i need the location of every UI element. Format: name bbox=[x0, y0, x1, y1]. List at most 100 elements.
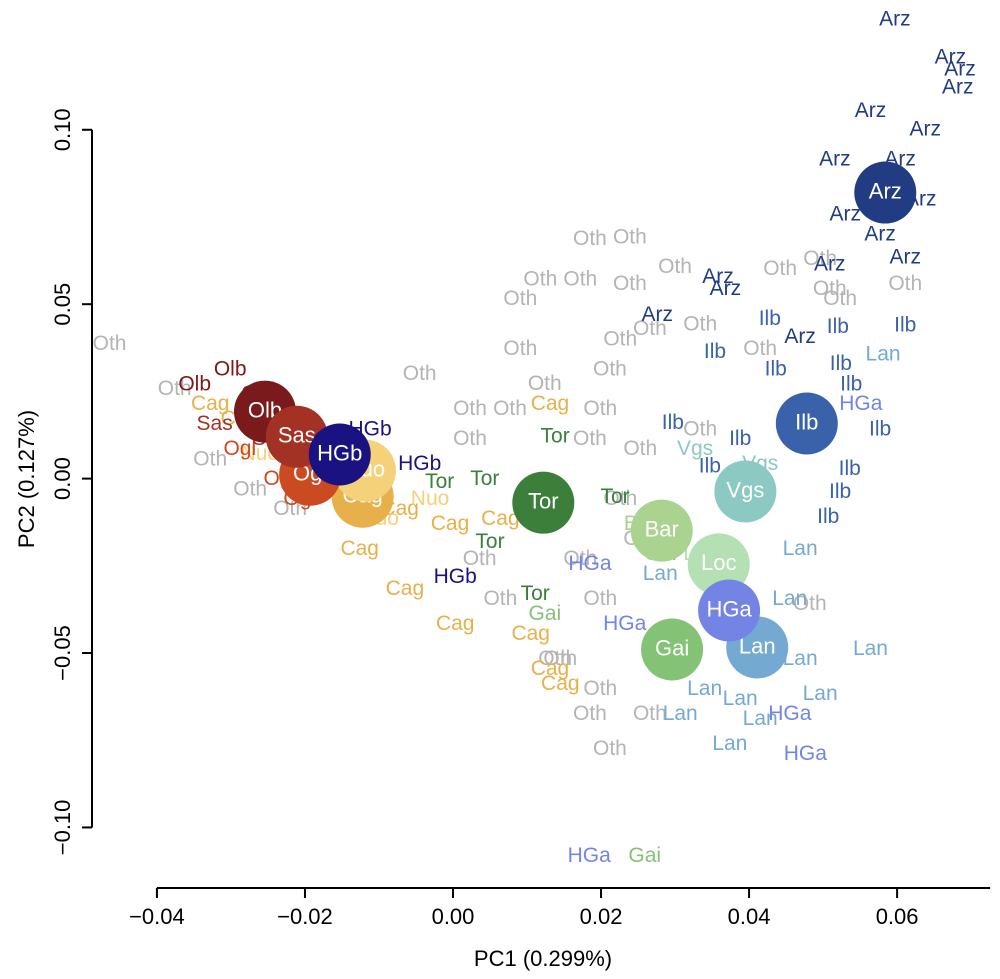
x-tick-label: 0.04 bbox=[728, 904, 771, 929]
centroid-label: Sas bbox=[278, 423, 316, 448]
point-label: Oth bbox=[193, 447, 227, 470]
point-label: Tor bbox=[521, 582, 550, 605]
point-label: Lan bbox=[803, 682, 838, 705]
point-label: Ilb bbox=[699, 454, 721, 477]
point-label: Oth bbox=[803, 247, 837, 270]
point-label: Lan bbox=[772, 587, 807, 610]
y-axis-label: PC2 (0.127%) bbox=[14, 410, 39, 548]
point-label: Oth bbox=[503, 337, 537, 360]
point-label: Oth bbox=[613, 225, 647, 248]
point-label: Lan bbox=[712, 732, 747, 755]
centroid-label: Ilb bbox=[795, 409, 818, 434]
centroid-label: Arz bbox=[869, 178, 902, 203]
point-label: Arz bbox=[879, 7, 911, 30]
centroid-label: Tor bbox=[528, 488, 559, 513]
y-tick-label: 0.10 bbox=[50, 108, 75, 151]
point-label: Ilb bbox=[840, 372, 862, 395]
point-label: Oth bbox=[683, 312, 717, 335]
y-tick-label: −0.05 bbox=[50, 625, 75, 681]
point-label: Tor bbox=[541, 424, 570, 447]
centroid-label: Vgs bbox=[726, 477, 764, 502]
point-label: Arz bbox=[702, 265, 734, 288]
point-label: Cag bbox=[531, 657, 570, 680]
point-label: Oth bbox=[538, 647, 572, 670]
point-label: Oth bbox=[583, 677, 617, 700]
point-label: Vgs bbox=[677, 437, 713, 460]
point-label: Cag bbox=[531, 392, 570, 415]
x-tick-label: 0.00 bbox=[432, 904, 475, 929]
point-label: Oth bbox=[613, 272, 647, 295]
point-label: Oth bbox=[763, 257, 797, 280]
point-label: Arz bbox=[830, 202, 862, 225]
point-label: Tor bbox=[425, 470, 454, 493]
point-label: Oth bbox=[563, 267, 597, 290]
point-label: Ilb bbox=[830, 352, 852, 375]
point-label: HGa bbox=[568, 844, 612, 867]
point-label: Arz bbox=[784, 325, 816, 348]
y-tick-label: −0.10 bbox=[50, 800, 75, 856]
point-label: Cag bbox=[340, 537, 379, 560]
point-label: Oth bbox=[573, 702, 607, 725]
point-label: Ilb bbox=[662, 411, 684, 434]
point-label: Cag bbox=[191, 392, 230, 415]
point-label: Arz bbox=[944, 57, 976, 80]
point-label: Nuo bbox=[411, 487, 450, 510]
point-label: Cag bbox=[386, 577, 425, 600]
point-label: Sas bbox=[197, 412, 233, 435]
point-label: Oth bbox=[573, 227, 607, 250]
point-label: Ilb bbox=[817, 505, 839, 528]
point-label: Ilb bbox=[827, 315, 849, 338]
point-label: Oth bbox=[493, 397, 527, 420]
point-label: Oth bbox=[583, 587, 617, 610]
point-label: Oth bbox=[823, 287, 857, 310]
point-label: Gai bbox=[528, 602, 561, 625]
point-label: Cag bbox=[436, 612, 475, 635]
point-label: Oth bbox=[603, 487, 637, 510]
point-label: Oth bbox=[573, 427, 607, 450]
point-label: HGa bbox=[768, 702, 812, 725]
point-label: Lan bbox=[663, 702, 698, 725]
point-label: Lan bbox=[783, 647, 818, 670]
point-label: Arz bbox=[935, 45, 967, 68]
x-tick-label: 0.06 bbox=[876, 904, 919, 929]
point-label: Oth bbox=[93, 332, 127, 355]
point-label: Arz bbox=[642, 303, 674, 326]
point-label: Oth bbox=[233, 477, 267, 500]
point-label: Arz bbox=[710, 277, 742, 300]
point-label: Ilb bbox=[894, 313, 916, 336]
centroid bbox=[775, 392, 838, 455]
x-axis-label: PC1 (0.299%) bbox=[474, 946, 612, 971]
point-label: Cag bbox=[511, 622, 550, 645]
point-label: Arz bbox=[864, 222, 896, 245]
point-label: Lan bbox=[723, 687, 758, 710]
point-label: Oth bbox=[528, 372, 562, 395]
point-label: HGa bbox=[784, 742, 828, 765]
point-label: Oth bbox=[503, 287, 537, 310]
point-label: HGa bbox=[603, 612, 647, 635]
x-tick-label: −0.04 bbox=[129, 904, 185, 929]
point-label: Olb bbox=[178, 372, 211, 395]
point-label: Ilb bbox=[829, 480, 851, 503]
point-label: Oth bbox=[683, 417, 717, 440]
point-label: Oth bbox=[603, 327, 637, 350]
y-tick-label: 0.00 bbox=[50, 457, 75, 500]
centroid-label: HGb bbox=[317, 440, 362, 465]
point-label: Ilb bbox=[704, 340, 726, 363]
centroid bbox=[854, 161, 917, 224]
point-label: Oth bbox=[453, 397, 487, 420]
centroid-label: Loc bbox=[701, 550, 736, 575]
point-label: Oth bbox=[633, 317, 667, 340]
point-label: Oth bbox=[583, 397, 617, 420]
centroid bbox=[698, 579, 761, 642]
centroid bbox=[308, 423, 371, 486]
point-label: Oth bbox=[593, 737, 627, 760]
point-label: Arz bbox=[942, 75, 974, 98]
point-label: Oth bbox=[523, 267, 557, 290]
point-label: Oth bbox=[158, 377, 192, 400]
point-label: Oth bbox=[633, 702, 667, 725]
centroid-label: Gai bbox=[655, 635, 689, 660]
centroid bbox=[512, 471, 575, 534]
centroid-label: HGa bbox=[706, 596, 752, 621]
point-label: Oth bbox=[623, 437, 657, 460]
